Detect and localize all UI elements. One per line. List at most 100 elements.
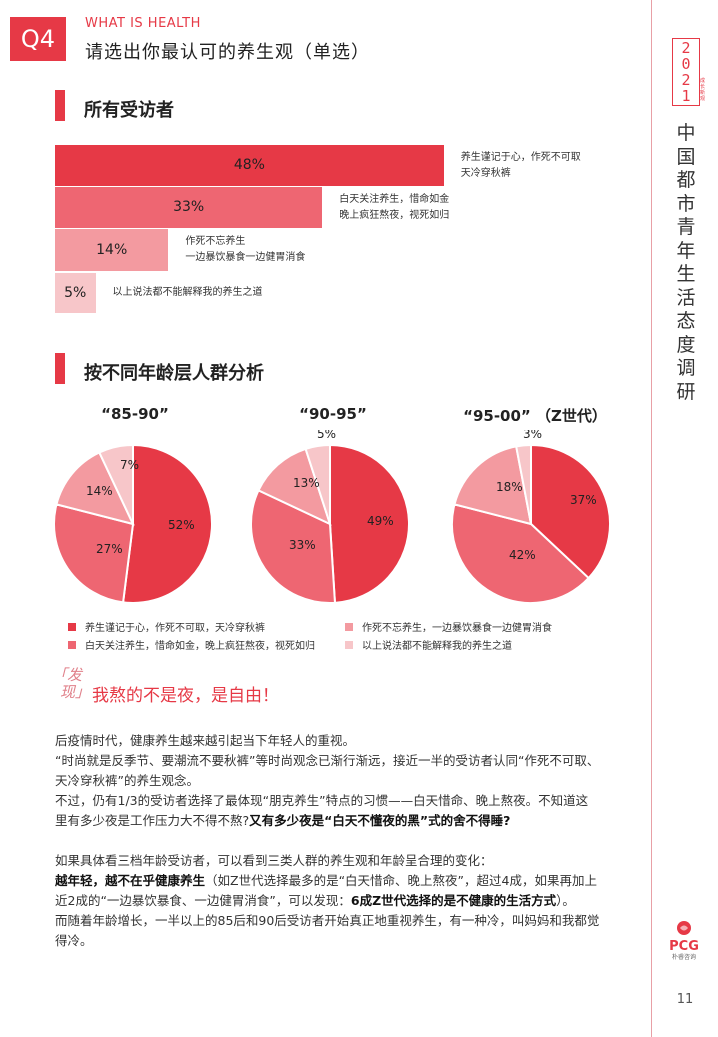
finding-tag: 「发 现」: [52, 667, 90, 701]
paragraph: 不过，仍有1/3的受访者选择了最体现“朋克养生”特点的习惯——白天惜命、晚上熬夜…: [55, 791, 600, 831]
legend-label: 白天关注养生，惜命如金，晚上疯狂熬夜，视死如归: [85, 641, 315, 652]
section-title-age: 按不同年龄层人群分析: [84, 363, 264, 384]
finding-tag-line1: 「发: [52, 666, 83, 684]
section-eyebrow: WHAT IS HEALTH: [85, 16, 201, 31]
page-title: 请选出你最认可的养生观（单选）: [85, 42, 370, 63]
body-text: 后疫情时代，健康养生越来越引起当下年轻人的重视。 “时尚就是反季节、要潮流不要秋…: [55, 731, 600, 951]
bar-value-label: 14%: [96, 242, 128, 258]
title-char: 活: [676, 286, 696, 309]
pie-slice-label: 13%: [293, 476, 320, 490]
legend-swatch: [68, 640, 76, 649]
paragraph: 后疫情时代，健康养生越来越引起当下年轻人的重视。: [55, 733, 356, 748]
year-digit: 2: [681, 71, 691, 89]
pie-slice-label: 52%: [168, 518, 195, 532]
pie-slice: [451, 503, 591, 604]
title-char: 国: [676, 145, 696, 168]
paragraph-text: ）。: [556, 893, 575, 908]
year-box: 2 0 2 1: [672, 38, 700, 106]
sidebar-divider: [651, 0, 652, 1037]
pie-slice-label: 18%: [496, 480, 523, 494]
pie-slice-label: 5%: [317, 430, 336, 441]
pie-chart-90-95: 49% 33% 13% 5%: [250, 430, 410, 604]
bar-value-label: 33%: [173, 199, 205, 215]
legend-label: 养生谨记于心，作死不可取，天冷穿秋裤: [85, 623, 265, 634]
paragraph: 而随着年龄增长，一半以上的85后和90后受访者开始真正地重视养生，有一种冷，叫妈…: [55, 913, 600, 948]
bar-4: 5%: [55, 273, 96, 313]
bar-category-line: 养生谨记于心，作死不可取: [460, 151, 581, 163]
paragraph: 如果具体看三档年龄受访者，可以看到三类人群的养生观和年龄呈合理的变化：: [55, 853, 493, 868]
pie-title-95-00: “95-00” （Z世代）: [463, 407, 607, 425]
bar-category-line: 作死不忘养生: [185, 236, 246, 247]
paragraph: 越年轻，越不在乎健康养生（如Z世代选择最多的是“白天惜命、晚上熬夜”，超过4成，…: [55, 871, 600, 911]
legend-swatch: [345, 622, 353, 631]
bar-category-label: 以上说法都不能解释我的养生之道: [113, 285, 263, 301]
logo-icon: [677, 921, 691, 935]
emphasis-text: 越年轻，越不在乎健康养生: [55, 873, 206, 888]
bar-2: 33%: [55, 187, 323, 228]
emphasis-text: 6成Z世代选择的是不健康的生活方式: [350, 893, 557, 908]
emphasis-text: 又有多少夜是“白天不懂夜的黑”式的舍不得睡?: [249, 813, 511, 828]
section-marker: [55, 353, 65, 384]
pie-slice: [453, 445, 533, 526]
title-char: 年: [676, 239, 696, 262]
title-char: 生: [676, 263, 696, 285]
report-title-vertical: 中国都市青年生活态度调研: [673, 122, 699, 404]
paragraph-text: （如Z世代选择最多的是“白天惜命、晚上熬夜”，超过4成，如果再加上近2成的“一边…: [55, 873, 597, 908]
year-subtitle: 成长新观: [700, 78, 706, 102]
paragraph-text: 不过，仍有1/3的受访者选择了最体现“朋克养生”特点的习惯——白天惜命、晚上熬夜…: [55, 793, 589, 828]
pie-chart-85-90: 52% 27% 14% 7%: [53, 443, 213, 604]
bar-category-label: 白天关注养生，惜命如金 晚上疯狂熬夜，视死如归: [339, 192, 449, 224]
bar-value-label: 5%: [64, 285, 87, 301]
title-char: 市: [676, 192, 696, 215]
pie-slice: [329, 443, 410, 604]
bar-category-line: 天冷穿秋裤: [460, 167, 511, 179]
legend-item-1: 养生谨记于心，作死不可取，天冷穿秋裤: [68, 619, 265, 634]
bar-value-label: 48%: [233, 157, 265, 173]
pie-slice: [304, 443, 331, 525]
title-char: 态: [676, 310, 696, 332]
pie-slice-label: 14%: [86, 484, 113, 498]
logo-subtext: 朴睿咨询: [671, 954, 696, 961]
legend-item-3: 作死不忘养生，一边暴饮暴食一边健胃消食: [345, 619, 552, 634]
pie-title-90-95: “90-95”: [299, 405, 367, 423]
bar-category-line: 晚上疯狂熬夜，视死如归: [339, 209, 450, 221]
question-badge: Q4: [10, 17, 66, 61]
year-digit: 2: [681, 39, 691, 57]
legend-item-4: 以上说法都不能解释我的养生之道: [345, 637, 512, 652]
section-title-all: 所有受访者: [84, 100, 174, 121]
pie-slice-label: 37%: [570, 493, 597, 507]
pie-slice-label: 33%: [289, 538, 316, 552]
finding-tag-line2: 现」: [60, 683, 91, 701]
pie-slice: [53, 503, 135, 604]
page-number: 11: [676, 992, 694, 1007]
pie-slice-label: 3%: [523, 430, 542, 441]
pie-title-85-90: “85-90”: [101, 405, 169, 423]
paragraph: “时尚就是反季节、要潮流不要秋裤”等时尚观念已渐行渐远，接近一半的受访者认同“作…: [55, 753, 600, 788]
bar-category-line: 以上说法都不能解释我的养生之道: [112, 287, 263, 298]
pie-slice: [250, 489, 337, 604]
bar-3: 14%: [55, 229, 169, 271]
bar-category-line: 一边暴饮暴食一边健胃消食: [185, 252, 306, 263]
logo-text: PCG: [669, 939, 699, 954]
year-digit: 0: [681, 55, 691, 73]
pie-slice-label: 42%: [509, 548, 536, 562]
pie-slice-label: 7%: [120, 458, 139, 472]
pie-slice: [98, 443, 134, 525]
bar-category-label: 作死不忘养生一边暴饮暴食一边健胃消食: [185, 234, 305, 266]
legend-label: 作死不忘养生，一边暴饮暴食一边健胃消食: [362, 623, 552, 634]
legend-swatch: [68, 622, 76, 631]
bar-category-label: 养生谨记于心，作死不可取 天冷穿秋裤: [461, 150, 581, 182]
pie-slice-label: 49%: [367, 514, 394, 528]
bar-1: 48%: [55, 145, 444, 186]
bar-category-line: 白天关注养生，惜命如金: [339, 193, 450, 205]
pie-slice: [530, 443, 611, 580]
logo: PCG 朴睿咨询: [665, 920, 703, 962]
legend-item-2: 白天关注养生，惜命如金，晚上疯狂熬夜，视死如归: [68, 637, 315, 652]
pie-slice: [515, 443, 532, 525]
pie-slice: [55, 451, 135, 526]
year-digit: 1: [681, 87, 691, 105]
pie-chart-95-00: 37% 42% 18% 3%: [451, 430, 611, 604]
title-char: 中: [676, 122, 696, 144]
title-char: 都: [676, 169, 696, 191]
title-char: 青: [676, 216, 696, 238]
